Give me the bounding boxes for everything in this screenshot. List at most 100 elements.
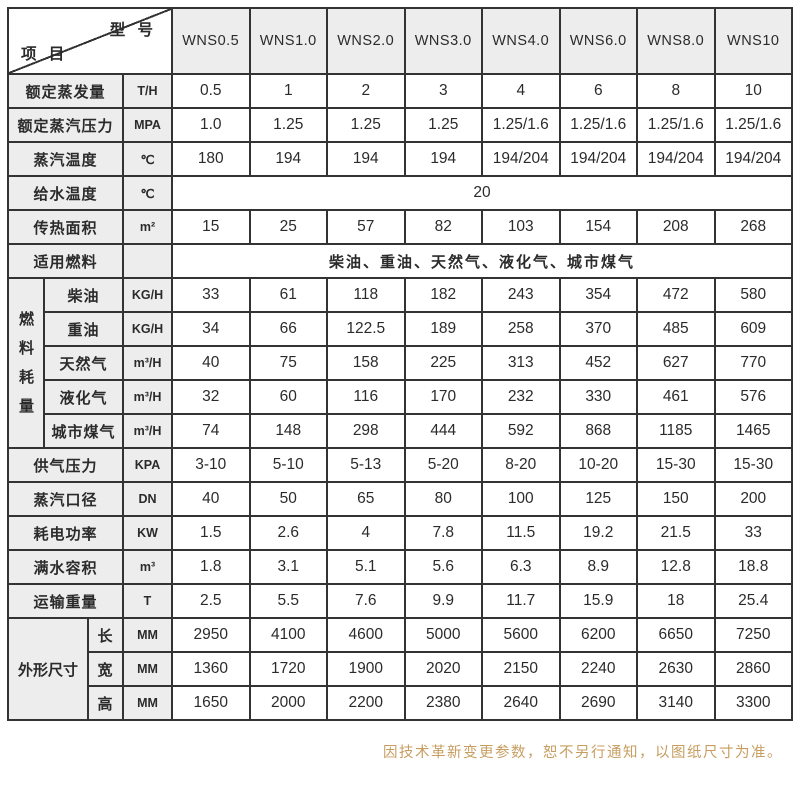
cell-value: 1.25 (326, 107, 406, 143)
row-unit: m³/H (122, 379, 173, 415)
cell-value: 444 (403, 413, 483, 449)
cell-value: 461 (636, 379, 716, 415)
cell-value: 1.25/1.6 (636, 107, 716, 143)
table-row: 耗电功率 KW 1.5 2.6 4 7.8 11.5 19.2 21.5 33 (7, 515, 793, 551)
cell-value: 122.5 (326, 311, 406, 347)
model-header: WNS2.0 (326, 7, 406, 75)
cell-value: 2630 (636, 651, 716, 687)
cell-value: 1.25/1.6 (481, 107, 561, 143)
row-group-label: 燃料耗量 (7, 277, 45, 449)
cell-value: 3300 (713, 685, 793, 721)
model-header: WNS4.0 (481, 7, 561, 75)
table-row: 额定蒸发量 T/H 0.5 1 2 3 4 6 8 10 (7, 73, 793, 109)
row-unit: m² (122, 209, 173, 245)
corner-label-model: 型 号 (109, 22, 157, 39)
table-row: 满水容积 m³ 1.8 3.1 5.1 5.6 6.3 8.9 12.8 18.8 (7, 549, 793, 585)
table-row: 运输重量 T 2.5 5.5 7.6 9.9 11.7 15.9 18 25.4 (7, 583, 793, 619)
cell-value: 100 (481, 481, 561, 517)
cell-value: 15-30 (636, 447, 716, 483)
cell-value: 40 (171, 345, 251, 381)
model-header: WNS10 (713, 7, 793, 75)
cell-value: 313 (481, 345, 561, 381)
cell-value: 8-20 (481, 447, 561, 483)
cell-value: 189 (403, 311, 483, 347)
cell-value: 18.8 (713, 549, 793, 585)
row-sub-label: 高 (87, 685, 124, 721)
cell-value: 194 (248, 141, 328, 177)
table-row: 供气压力 KPA 3-10 5-10 5-13 5-20 8-20 10-20 15-30 15-… (7, 447, 793, 483)
row-unit: MM (122, 617, 173, 653)
table-row: 给水温度 ℃ 20 (7, 175, 793, 211)
row-label: 给水温度 (7, 175, 124, 211)
cell-value: 34 (171, 311, 251, 347)
cell-value: 1900 (326, 651, 406, 687)
row-unit (122, 243, 173, 279)
cell-value: 609 (713, 311, 793, 347)
cell-value: 158 (326, 345, 406, 381)
row-label: 蒸汽温度 (7, 141, 124, 177)
row-unit: KG/H (122, 277, 173, 313)
cell-value: 5600 (481, 617, 561, 653)
cell-value: 116 (326, 379, 406, 415)
cell-value: 33 (171, 277, 251, 313)
cell-value: 6200 (558, 617, 638, 653)
cell-value: 2380 (403, 685, 483, 721)
cell-value: 354 (558, 277, 638, 313)
row-unit: MPA (122, 107, 173, 143)
cell-value: 74 (171, 413, 251, 449)
row-unit: m³/H (122, 413, 173, 449)
cell-value: 1.25 (403, 107, 483, 143)
cell-value: 1185 (636, 413, 716, 449)
cell-value: 8 (636, 73, 716, 109)
cell-value: 194 (403, 141, 483, 177)
cell-value-merged: 柴油、重油、天然气、液化气、城市煤气 (171, 243, 793, 279)
table-row: 外形尺寸长 MM 2950 4100 4600 5000 5600 6200 6650 7250 (7, 617, 793, 721)
spec-table: 型 号 项 目 WNS0.5 WNS1.0 WNS2.0 WNS3.0 WNS4.0 WN… (7, 7, 793, 721)
row-unit: ℃ (122, 175, 173, 211)
cell-value: 4100 (248, 617, 328, 653)
cell-value: 1.5 (171, 515, 251, 551)
row-unit: T (122, 583, 173, 619)
row-sub-label: 长 (87, 617, 124, 653)
row-label: 额定蒸发量 (7, 73, 124, 109)
cell-value: 370 (558, 311, 638, 347)
cell-value: 1720 (248, 651, 328, 687)
cell-value: 1.25/1.6 (713, 107, 793, 143)
row-unit: KG/H (122, 311, 173, 347)
cell-value: 10 (713, 73, 793, 109)
cell-value: 268 (713, 209, 793, 245)
row-label: 满水容积 (7, 549, 124, 585)
row-unit: KPA (122, 447, 173, 483)
corner-header-cell: 型 号 项 目 (7, 7, 173, 75)
cell-value: 4600 (326, 617, 406, 653)
row-unit: MM (122, 685, 173, 721)
model-header: WNS1.0 (248, 7, 328, 75)
model-header: WNS8.0 (636, 7, 716, 75)
cell-value: 5-13 (326, 447, 406, 483)
cell-value: 194/204 (481, 141, 561, 177)
table-row: 额定蒸汽压力 MPA 1.0 1.25 1.25 1.25 1.25/1.6 1.25/1.6… (7, 107, 793, 143)
row-sub-label: 重油 (43, 311, 124, 347)
cell-value: 225 (403, 345, 483, 381)
row-label: 耗电功率 (7, 515, 124, 551)
cell-value: 243 (481, 277, 561, 313)
cell-value: 66 (248, 311, 328, 347)
cell-value: 154 (558, 209, 638, 245)
cell-value: 2240 (558, 651, 638, 687)
cell-value: 50 (248, 481, 328, 517)
cell-value: 10-20 (558, 447, 638, 483)
cell-value: 21.5 (636, 515, 716, 551)
header-row: 型 号 项 目 WNS0.5 WNS1.0 WNS2.0 WNS3.0 WNS4.0 WN… (7, 7, 793, 75)
table-row: 重油 KG/H 34 66 122.5 189 258 370 485 609 (8, 311, 793, 347)
cell-value: 150 (636, 481, 716, 517)
cell-value: 472 (636, 277, 716, 313)
row-unit: m³/H (122, 345, 173, 381)
cell-value: 1.0 (171, 107, 251, 143)
cell-value: 770 (713, 345, 793, 381)
cell-value: 103 (481, 209, 561, 245)
cell-value: 1360 (171, 651, 251, 687)
cell-value: 4 (481, 73, 561, 109)
cell-value: 2150 (481, 651, 561, 687)
row-unit: MM (122, 651, 173, 687)
cell-value: 8.9 (558, 549, 638, 585)
